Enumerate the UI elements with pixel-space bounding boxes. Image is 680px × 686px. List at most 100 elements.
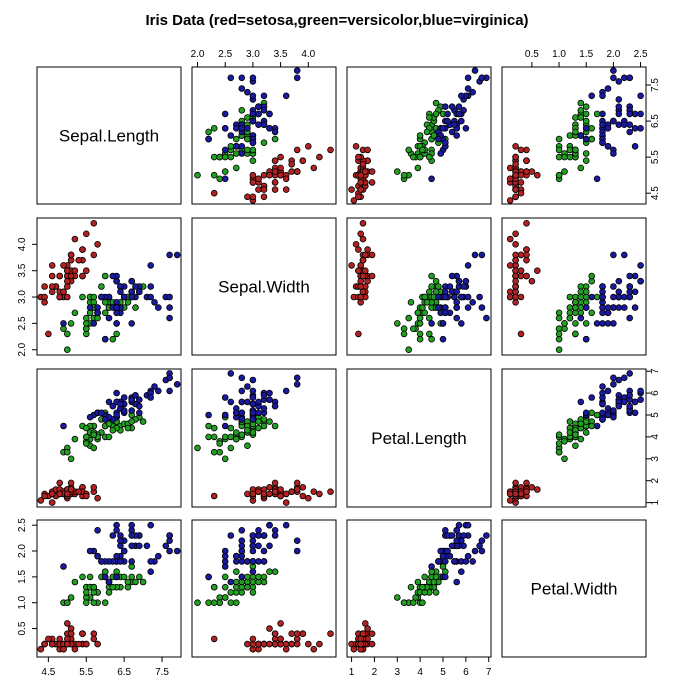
point-setosa-15-r1c2 [327,146,334,154]
point-versicolor-47-r3c1 [109,426,117,434]
point-versicolor-43-r3c2 [210,448,218,456]
point-versicolor-33-r2c1 [101,309,109,317]
point-virginica-40-r2c3 [453,288,461,296]
point-virginica-6-r1c4 [593,175,601,183]
point-versicolor-49-r3c2 [238,431,246,439]
point-virginica-47-r3c4 [610,407,617,414]
point-versicolor-49-r1c4 [572,146,579,154]
point-setosa-34-r2c1 [60,288,67,296]
point-versicolor-6-r2c3 [432,277,440,285]
point-virginica-44-r2c4 [637,277,644,285]
point-virginica-33-r4c2 [238,573,246,581]
point-versicolor-48-r1c3 [393,168,401,175]
point-setosa-23-r2c4 [528,277,536,285]
point-virginica-42-r1c2 [233,143,240,150]
point-virginica-7-r3c1 [151,383,158,390]
point-setosa-14-r3c1 [94,494,101,502]
point-virginica-8-r2c4 [599,320,606,327]
point-setosa-18-r3c1 [90,483,98,491]
point-virginica-48-r3c2 [271,402,279,410]
point-versicolor-9-r1c4 [577,164,585,172]
panel-frame-1-2 [191,66,337,205]
point-setosa-36-r4c1 [83,640,90,648]
point-setosa-38-r1c2 [249,193,257,201]
point-versicolor-41-r1c3 [430,132,438,139]
x-tick-label-sepal-length-7.5: 7.5 [155,667,169,678]
point-virginica-32-r3c2 [238,398,246,406]
point-versicolor-45-r3c4 [566,429,574,436]
point-virginica-31-r1c4 [610,67,617,74]
point-setosa-38-r2c4 [512,293,519,301]
point-versicolor-6-r4c2 [266,568,273,575]
point-versicolor-39-r4c2 [221,583,229,591]
x-tick-label-petal-length-6: 6 [463,667,469,678]
point-virginica-22-r2c3 [478,304,486,311]
point-setosa-43-r1c2 [277,171,284,179]
point-virginica-31-r3c1 [173,380,181,388]
point-versicolor-34-r4c1 [79,573,86,581]
point-setosa-45-r4c1 [56,635,63,643]
y-tick-label-petal-width-2.0: 2.0 [17,544,28,558]
point-virginica-36-r4c1 [113,526,120,534]
point-virginica-17-r2c1 [166,251,173,259]
y-tick-label-sepal-length-5.5: 5.5 [650,150,661,164]
point-setosa-49-r1c3 [357,171,365,179]
point-setosa-32-r2c3 [359,235,367,243]
point-virginica-5-r3c2 [249,376,257,384]
point-virginica-21-r1c4 [610,150,617,157]
point-setosa-15-r2c4 [523,220,530,227]
point-virginica-34-r3c4 [577,398,585,406]
point-setosa-48-r4c2 [288,640,296,648]
point-virginica-7-r1c3 [469,88,477,96]
point-virginica-42-r4c1 [94,552,101,560]
point-virginica-33-r4c3 [441,573,449,581]
point-virginica-45-r1c4 [626,110,633,118]
point-setosa-37-r2c1 [60,262,67,269]
point-versicolor-12-r4c1 [101,599,109,606]
point-setosa-24-r2c1 [56,272,63,280]
point-virginica-22-r3c2 [238,374,246,382]
point-virginica-2-r1c4 [615,96,623,103]
point-virginica-14-r1c2 [238,143,246,150]
point-virginica-29-r3c2 [249,394,257,401]
point-versicolor-40-r3c1 [83,424,90,432]
point-setosa-22-r1c3 [348,186,355,193]
point-versicolor-35-r3c2 [271,422,279,430]
point-virginica-46-r4c1 [113,552,120,560]
point-virginica-6-r3c1 [60,422,67,430]
point-virginica-39-r4c3 [448,542,456,550]
point-setosa-22-r1c2 [282,186,290,193]
point-setosa-34-r1c2 [255,175,262,183]
point-virginica-25-r2c1 [147,283,155,290]
point-virginica-25-r1c4 [599,92,606,100]
point-versicolor-35-r1c2 [271,135,279,143]
point-virginica-48-r4c3 [448,532,456,539]
point-setosa-32-r2c1 [71,235,79,243]
point-virginica-44-r4c3 [455,521,463,529]
point-virginica-44-r1c2 [266,110,273,118]
point-setosa-22-r2c1 [48,262,56,269]
point-setosa-18-r1c4 [517,146,525,154]
point-virginica-29-r1c4 [588,92,595,100]
point-setosa-36-r1c2 [277,153,284,161]
point-setosa-42-r1c4 [512,193,519,201]
point-versicolor-35-r1c4 [588,135,595,143]
point-versicolor-10-r2c3 [405,346,413,354]
x-tick-label-petal-width-2.5: 2.5 [634,49,648,60]
point-versicolor-4-r1c4 [582,117,590,125]
point-versicolor-9-r4c1 [71,578,79,586]
point-virginica-31-r1c2 [293,67,301,74]
panel-frame-2-2 [191,217,337,356]
point-virginica-22-r1c4 [610,74,617,82]
point-versicolor-7-r1c2 [216,175,224,183]
point-virginica-8-r1c4 [599,110,606,118]
point-virginica-35-r1c4 [626,74,633,82]
point-versicolor-49-r1c3 [419,146,426,154]
point-versicolor-32-r3c2 [233,435,240,443]
point-virginica-48-r2c4 [626,272,633,280]
variable-label-petal-width: Petal.Width [531,580,618,599]
point-virginica-17-r4c2 [293,537,301,544]
point-versicolor-37-r2c1 [113,330,120,338]
point-setosa-49-r1c2 [266,171,273,179]
point-versicolor-43-r2c1 [64,330,71,338]
